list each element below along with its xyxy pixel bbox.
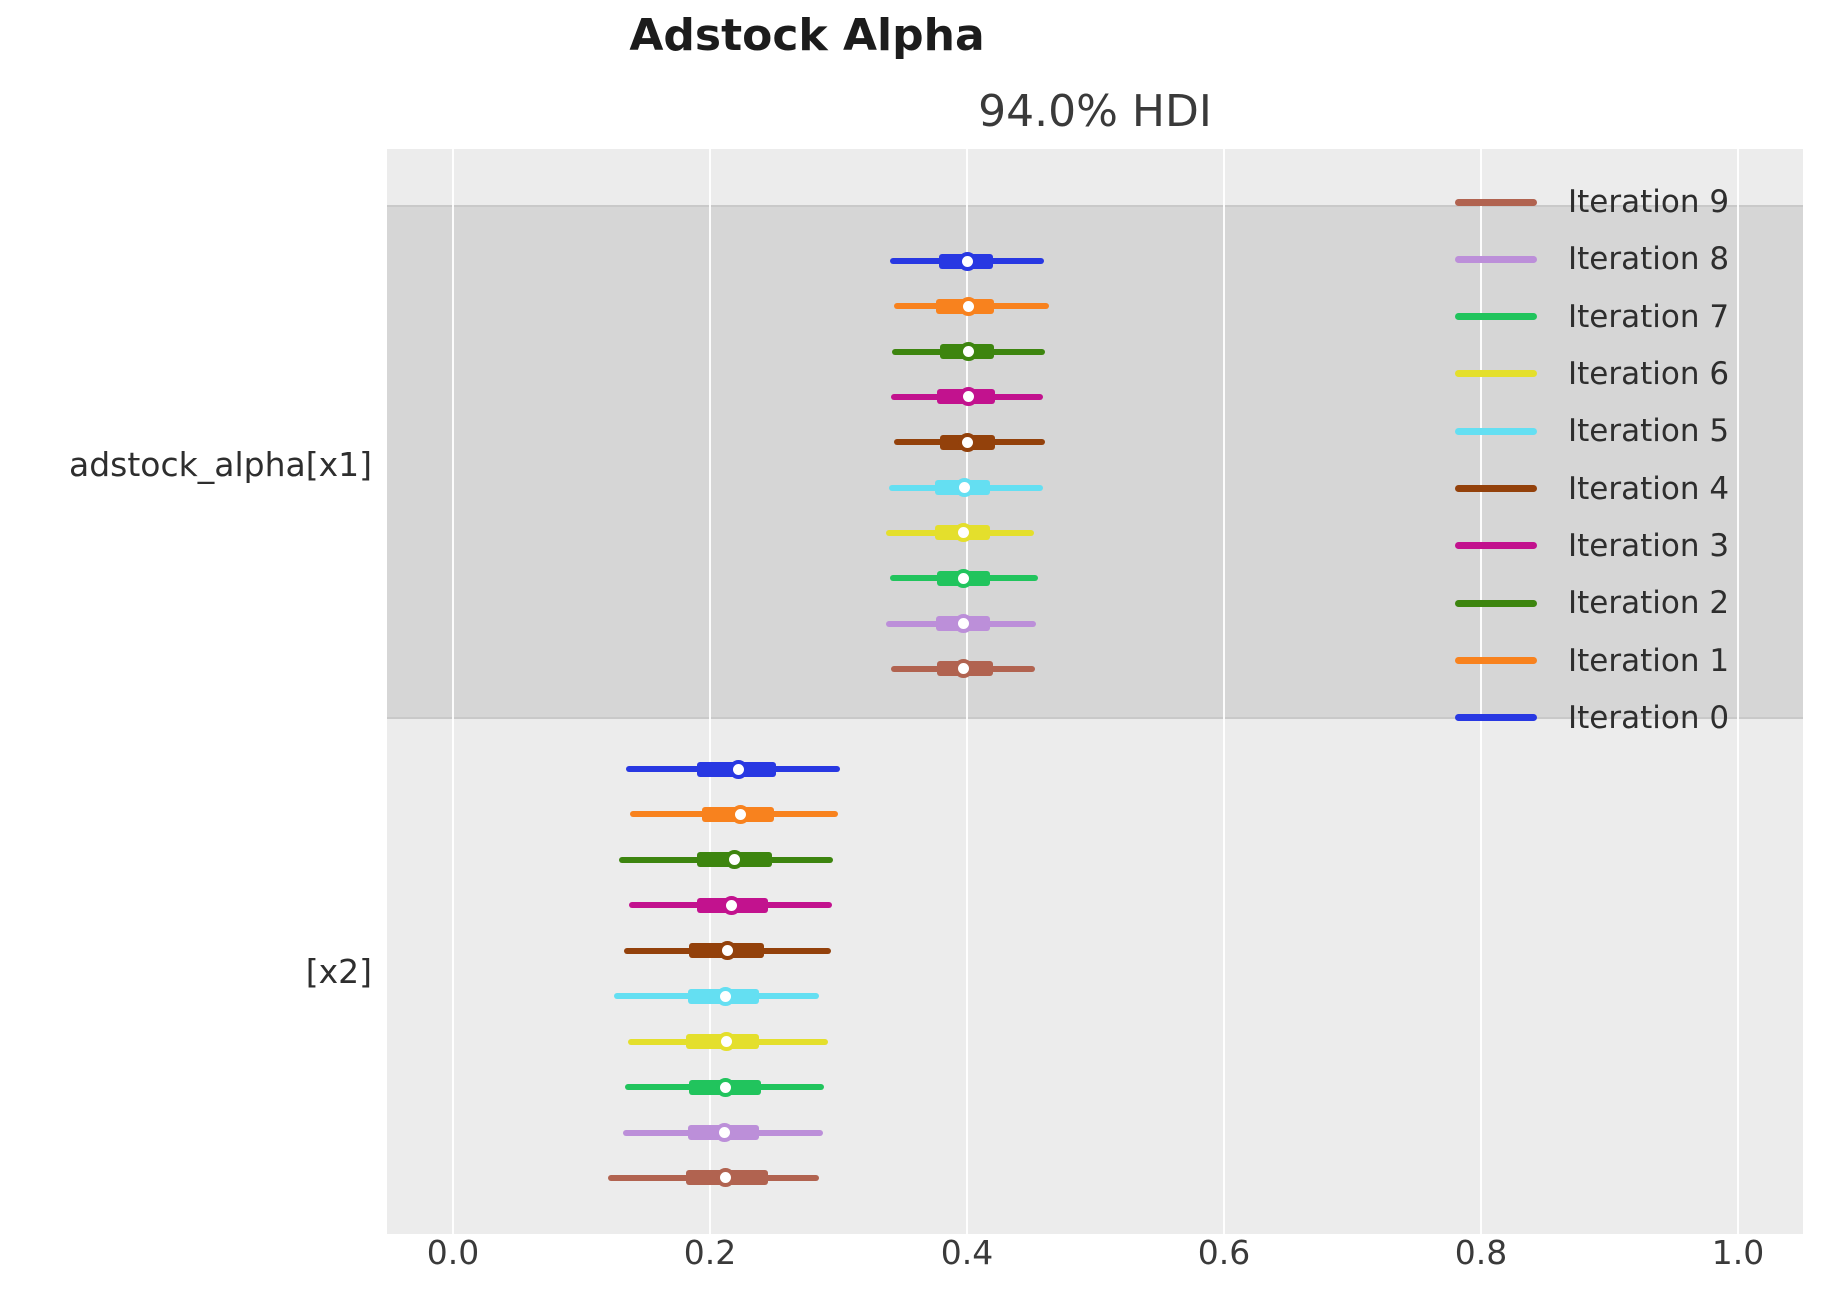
median-marker <box>715 986 735 1006</box>
legend-swatch-icon <box>1455 313 1537 321</box>
median-marker <box>717 1032 737 1052</box>
y-axis-label-x2: [x2] <box>305 952 372 991</box>
median-marker <box>958 296 978 316</box>
x-tick-label: 0.6 <box>1197 1233 1251 1272</box>
median-marker <box>731 804 751 824</box>
median-marker <box>715 1168 735 1188</box>
legend-swatch-icon <box>1455 255 1537 263</box>
legend-label: Iteration 3 <box>1568 527 1730 564</box>
plot-area: Iteration 9 Iteration 8 Iteration 7 Iterati… <box>387 149 1803 1234</box>
x-gridline-0.0 <box>452 149 454 1234</box>
legend-swatch-icon <box>1455 657 1537 665</box>
median-marker <box>953 568 973 588</box>
legend-label: Iteration 4 <box>1568 470 1730 507</box>
median-marker <box>957 251 977 271</box>
x-gridline-0.8 <box>1480 149 1482 1234</box>
legend-label: Iteration 5 <box>1568 413 1730 450</box>
median-marker <box>724 850 744 870</box>
legend-label: Iteration 1 <box>1568 642 1730 679</box>
legend-swatch-icon <box>1455 370 1537 378</box>
median-marker <box>958 387 978 407</box>
legend-swatch-icon <box>1455 714 1537 722</box>
group-band-x1 <box>387 205 1803 719</box>
legend-label: Iteration 9 <box>1568 184 1730 220</box>
legend-swatch-icon <box>1455 485 1537 493</box>
legend-swatch-icon <box>1455 427 1537 435</box>
legend-label: Iteration 8 <box>1568 241 1730 278</box>
x-tick-label: 1.0 <box>1711 1233 1765 1272</box>
median-marker <box>953 659 973 679</box>
y-axis-label-x1: adstock_alpha[x1] <box>69 445 372 484</box>
median-marker <box>958 342 978 362</box>
x-tick-label: 0.0 <box>426 1233 480 1272</box>
legend-label: Iteration 6 <box>1568 355 1730 392</box>
median-marker <box>714 1123 734 1143</box>
median-marker <box>954 478 974 498</box>
x-tick-label: 0.2 <box>683 1233 737 1272</box>
legend-swatch-icon <box>1455 542 1537 550</box>
x-tick-label: 0.4 <box>940 1233 994 1272</box>
chart-subtitle: 94.0% HDI <box>978 86 1212 137</box>
median-marker <box>953 614 973 634</box>
median-marker <box>718 941 738 961</box>
x-gridline-0.4 <box>966 149 968 1234</box>
median-marker <box>715 1077 735 1097</box>
x-gridline-0.6 <box>1223 149 1225 1234</box>
legend-label: Iteration 0 <box>1568 699 1730 736</box>
chart-title: Adstock Alpha <box>629 10 985 61</box>
x-gridline-1.0 <box>1737 149 1739 1234</box>
x-gridline-0.2 <box>709 149 711 1234</box>
median-marker <box>722 895 742 915</box>
legend-swatch-icon <box>1455 198 1537 206</box>
x-tick-label: 0.8 <box>1454 1233 1508 1272</box>
legend-label: Iteration 7 <box>1568 298 1730 335</box>
median-marker <box>957 432 977 452</box>
median-marker <box>953 523 973 543</box>
median-marker <box>728 759 748 779</box>
legend-swatch-icon <box>1455 599 1537 607</box>
legend-label: Iteration 2 <box>1568 585 1730 622</box>
